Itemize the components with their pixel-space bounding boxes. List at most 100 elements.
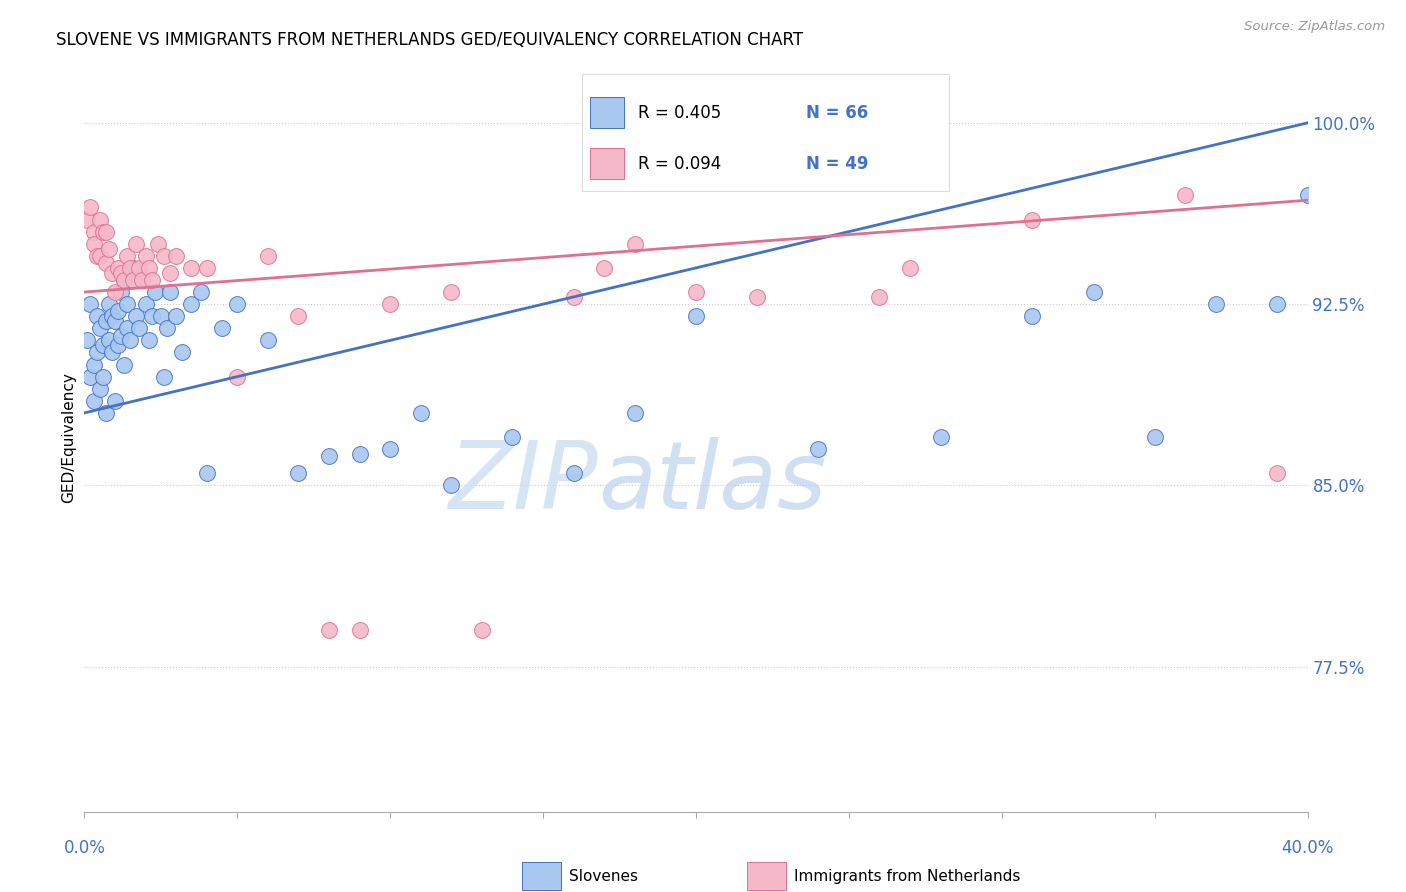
Point xyxy=(83,236,105,251)
Text: R = 0.405: R = 0.405 xyxy=(638,103,721,121)
Y-axis label: GED/Equivalency: GED/Equivalency xyxy=(60,372,76,502)
FancyBboxPatch shape xyxy=(748,862,786,890)
Point xyxy=(79,369,101,384)
Point xyxy=(97,334,120,348)
FancyBboxPatch shape xyxy=(589,97,624,128)
Point xyxy=(159,266,181,280)
Point xyxy=(211,321,233,335)
Point xyxy=(115,297,138,311)
Point xyxy=(685,285,707,299)
Text: Source: ZipAtlas.com: Source: ZipAtlas.com xyxy=(1244,20,1385,33)
Point xyxy=(349,447,371,461)
Point xyxy=(101,345,124,359)
Point xyxy=(287,310,309,324)
Point xyxy=(110,285,132,299)
Point xyxy=(869,290,891,304)
Point xyxy=(1143,430,1166,444)
FancyBboxPatch shape xyxy=(582,74,949,191)
Point xyxy=(593,260,616,275)
Point xyxy=(107,338,129,352)
Point xyxy=(318,450,340,464)
Text: N = 66: N = 66 xyxy=(806,103,869,121)
Point xyxy=(195,260,218,275)
Point xyxy=(94,225,117,239)
Point xyxy=(94,406,117,420)
Point xyxy=(83,358,105,372)
Text: 40.0%: 40.0% xyxy=(1281,839,1334,857)
Point xyxy=(349,624,371,638)
Point xyxy=(91,225,114,239)
Point xyxy=(86,249,108,263)
Point xyxy=(440,285,463,299)
Text: R = 0.094: R = 0.094 xyxy=(638,154,721,172)
Point xyxy=(143,285,166,299)
Point xyxy=(79,297,101,311)
Point xyxy=(409,406,432,420)
Point xyxy=(83,393,105,408)
Point xyxy=(1205,297,1227,311)
Point xyxy=(91,369,114,384)
Point xyxy=(159,285,181,299)
Point xyxy=(141,310,163,324)
Point xyxy=(153,369,176,384)
Point xyxy=(1265,467,1288,481)
Point xyxy=(747,290,769,304)
Point xyxy=(624,236,647,251)
Point xyxy=(83,225,105,239)
Point xyxy=(165,249,187,263)
Text: Immigrants from Netherlands: Immigrants from Netherlands xyxy=(794,870,1021,884)
Point xyxy=(153,249,176,263)
Point xyxy=(146,236,169,251)
Point xyxy=(104,393,127,408)
Point xyxy=(89,212,111,227)
Point xyxy=(115,321,138,335)
Point xyxy=(562,290,585,304)
Point xyxy=(101,310,124,324)
Point xyxy=(471,624,494,638)
Point xyxy=(195,467,218,481)
Point xyxy=(287,467,309,481)
Point xyxy=(1296,188,1319,202)
Point xyxy=(128,321,150,335)
Point xyxy=(97,242,120,256)
Point xyxy=(76,334,98,348)
Point xyxy=(120,334,142,348)
Point xyxy=(685,310,707,324)
Point xyxy=(131,273,153,287)
Point xyxy=(86,310,108,324)
Point xyxy=(89,249,111,263)
Text: Slovenes: Slovenes xyxy=(569,870,638,884)
Point xyxy=(929,430,952,444)
Point xyxy=(180,297,202,311)
Point xyxy=(94,256,117,270)
Point xyxy=(135,297,157,311)
Point xyxy=(440,478,463,492)
Point xyxy=(120,260,142,275)
Point xyxy=(128,260,150,275)
Text: ZIP: ZIP xyxy=(449,436,598,527)
Point xyxy=(1021,310,1043,324)
Point xyxy=(807,442,830,457)
Point xyxy=(898,260,921,275)
Point xyxy=(135,249,157,263)
Point xyxy=(180,260,202,275)
Point xyxy=(107,260,129,275)
Point xyxy=(112,273,135,287)
Point xyxy=(502,430,524,444)
Point xyxy=(257,249,280,263)
Point xyxy=(101,266,124,280)
Point xyxy=(1021,212,1043,227)
Point xyxy=(172,345,194,359)
FancyBboxPatch shape xyxy=(589,148,624,179)
Text: atlas: atlas xyxy=(598,436,827,527)
Point xyxy=(1174,188,1197,202)
Point xyxy=(380,297,402,311)
Point xyxy=(226,369,249,384)
Point xyxy=(131,273,153,287)
Point xyxy=(94,314,117,328)
Point xyxy=(1265,297,1288,311)
Point xyxy=(138,334,160,348)
Point xyxy=(138,260,160,275)
Point xyxy=(122,260,145,275)
Point xyxy=(112,358,135,372)
